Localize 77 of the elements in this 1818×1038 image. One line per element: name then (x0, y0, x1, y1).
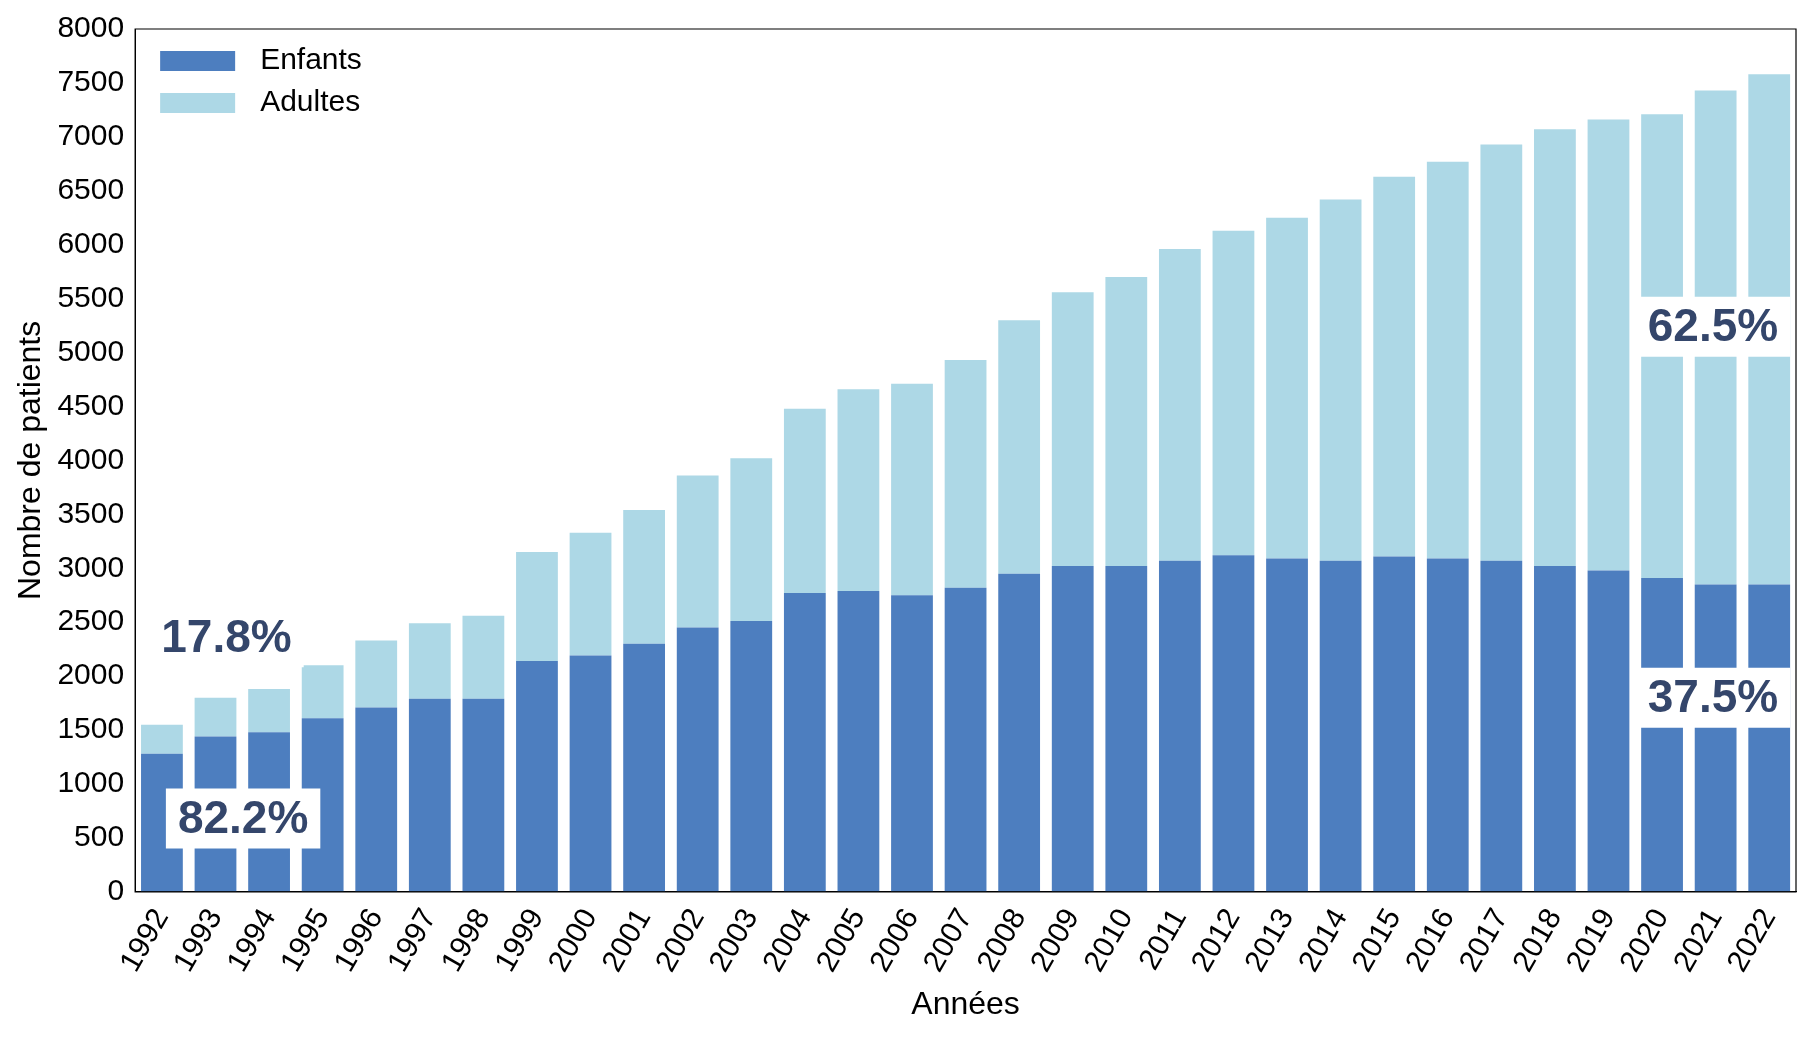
bar (1158, 560, 1201, 892)
bar (569, 532, 612, 656)
bar (1051, 292, 1094, 567)
bar (837, 590, 880, 892)
bar (891, 595, 933, 892)
bar (676, 475, 719, 628)
bar (730, 458, 773, 622)
bar (837, 389, 880, 591)
y-tick-label: 7000 (57, 118, 125, 152)
bar (194, 697, 237, 737)
bar (462, 698, 505, 892)
bar (1534, 129, 1576, 567)
bar (783, 408, 826, 594)
annotation: 17.8% (161, 609, 292, 662)
bar (1534, 566, 1576, 892)
bar (1212, 230, 1255, 556)
bar (783, 593, 826, 892)
bar (1266, 558, 1308, 892)
bar (998, 320, 1041, 574)
bar (1587, 119, 1630, 571)
y-tick-label: 8000 (57, 10, 125, 44)
annotation: 62.5% (1647, 299, 1779, 352)
bar (1426, 161, 1469, 559)
y-tick-label: 7500 (57, 64, 125, 98)
bar (516, 552, 558, 661)
bar (1051, 566, 1094, 892)
y-tick-label: 500 (74, 819, 125, 853)
x-axis-title: Années (911, 984, 1020, 1021)
bar (1212, 555, 1255, 892)
bar (1480, 144, 1523, 561)
bar (1105, 277, 1148, 567)
y-tick-label: 6500 (57, 172, 125, 206)
bar (1373, 556, 1416, 892)
bar (301, 665, 344, 719)
y-tick-label: 3000 (57, 549, 125, 583)
y-tick-label: 1500 (57, 711, 125, 745)
bar (1319, 560, 1362, 892)
bar (1480, 560, 1523, 892)
y-tick-label: 1000 (57, 765, 125, 799)
bar (998, 573, 1041, 892)
y-tick-label: 4500 (57, 387, 125, 421)
annotation: 82.2% (177, 791, 309, 844)
bar (462, 615, 505, 699)
y-tick-label: 5500 (57, 279, 125, 313)
annotation: 37.5% (1647, 670, 1779, 723)
bar (1158, 249, 1201, 561)
bar (408, 623, 451, 699)
bar (1587, 570, 1630, 892)
legend-label: Enfants (260, 42, 362, 76)
y-tick-label: 4000 (57, 441, 125, 475)
y-tick-label: 0 (107, 873, 125, 907)
bar (676, 627, 719, 892)
y-tick-label: 6000 (57, 225, 125, 259)
bar (1105, 566, 1148, 892)
bar (944, 587, 987, 892)
y-tick-label: 3500 (57, 495, 125, 529)
bar (248, 689, 290, 733)
bar (516, 661, 558, 892)
y-tick-label: 5000 (57, 333, 125, 367)
y-tick-label: 2500 (57, 603, 125, 637)
bar (623, 510, 666, 644)
bar (355, 707, 398, 892)
bar (1373, 176, 1416, 557)
bar (1319, 199, 1362, 561)
bar (944, 360, 987, 588)
bar (1426, 558, 1469, 892)
bar (1266, 217, 1308, 559)
bar (355, 640, 398, 708)
legend-label: Adultes (260, 84, 361, 118)
bar (408, 698, 451, 892)
bar (623, 643, 666, 892)
y-tick-label: 2000 (57, 657, 125, 691)
y-axis-title: Nombre de patients (11, 320, 48, 601)
bar (141, 724, 183, 754)
bar (730, 621, 773, 892)
bar (891, 383, 933, 596)
bar (569, 655, 612, 892)
